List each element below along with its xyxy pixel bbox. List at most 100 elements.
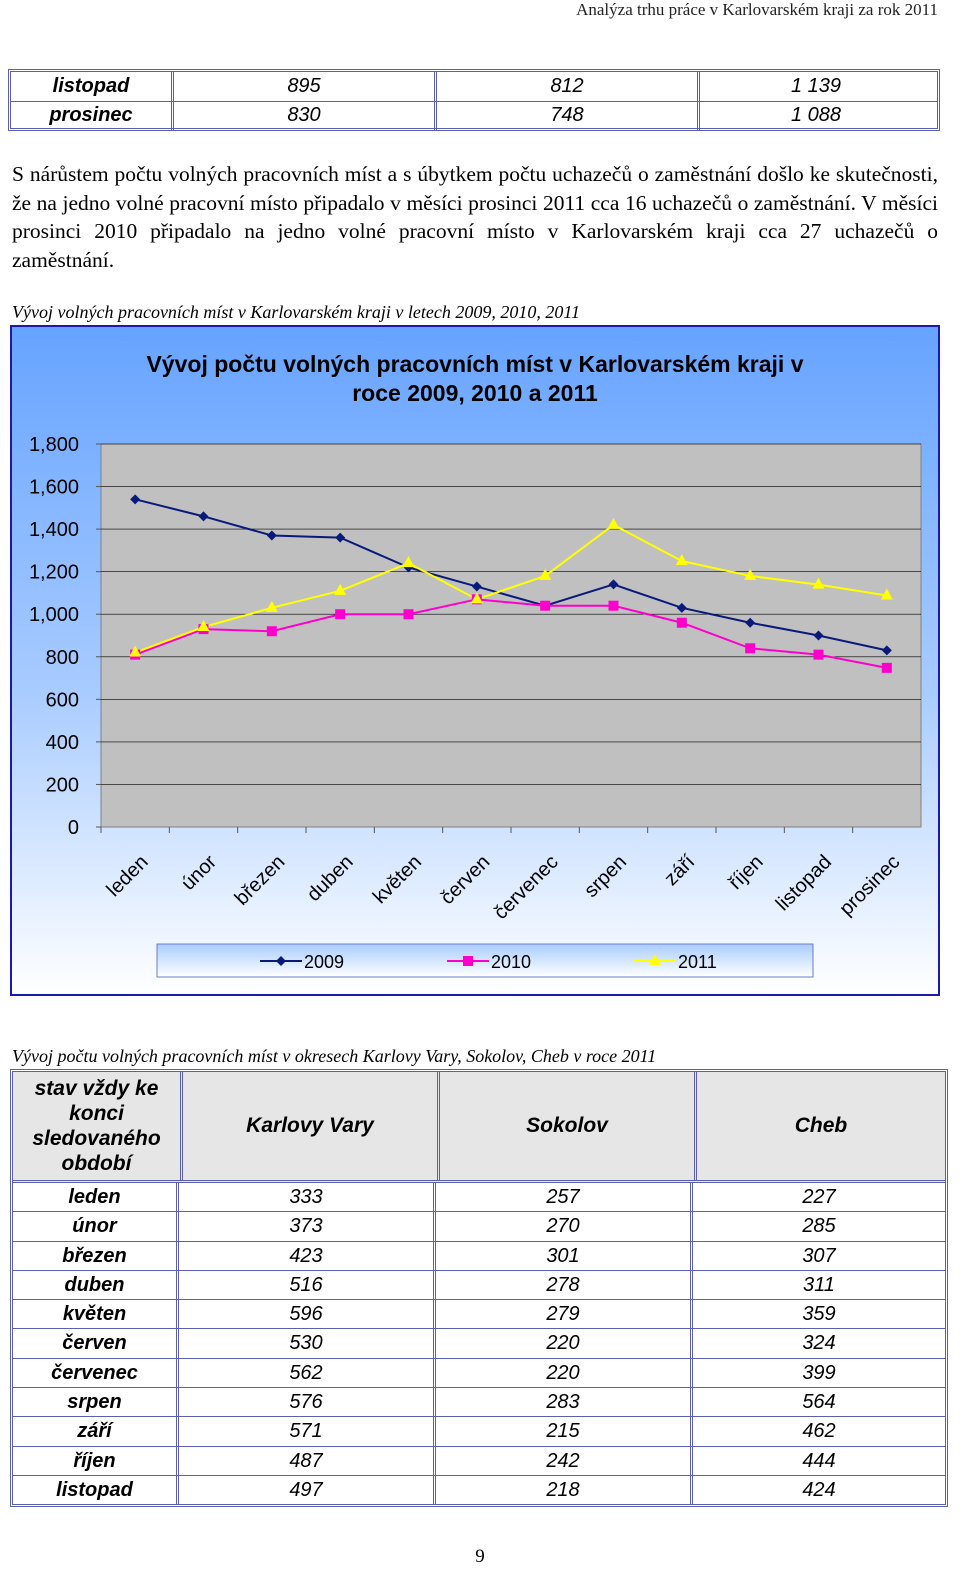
value-cell: 444 xyxy=(802,1449,836,1472)
data-point-2010 xyxy=(813,649,824,660)
table-row: březen 423 301 307 xyxy=(13,1241,945,1271)
value-cell: 227 xyxy=(802,1186,836,1208)
value-cell: 285 xyxy=(802,1215,836,1238)
value-cell: 220 xyxy=(436,1358,693,1388)
data-point-2009 xyxy=(813,630,824,641)
data-point-2011 xyxy=(812,577,825,589)
data-point-2010 xyxy=(540,600,551,611)
table-row: říjen 487 242 444 xyxy=(13,1446,945,1476)
data-point-2009 xyxy=(881,645,892,656)
table-row: srpen 576 283 564 xyxy=(13,1388,945,1418)
value-cell: 1 088 xyxy=(790,104,841,126)
data-point-2009 xyxy=(335,532,346,543)
value-cell: 283 xyxy=(436,1388,693,1417)
value-cell: 218 xyxy=(436,1475,693,1505)
value-cell: 1 139 xyxy=(790,75,841,97)
value-cell: 462 xyxy=(802,1420,836,1443)
value-cell: 530 xyxy=(179,1329,436,1358)
table-row: červenec 562 220 399 xyxy=(13,1358,945,1389)
data-point-2011 xyxy=(334,583,347,595)
month-cell: prosinec xyxy=(11,101,174,130)
data-point-2009 xyxy=(608,579,619,590)
series-line-2009 xyxy=(134,498,888,652)
value-cell: 257 xyxy=(436,1183,693,1212)
y-tick-label: 1,600 xyxy=(29,477,79,499)
value-cell: 562 xyxy=(179,1358,436,1388)
value-cell: 373 xyxy=(179,1212,436,1241)
legend-marker xyxy=(649,954,661,965)
table-row: únor 373 270 285 xyxy=(13,1212,945,1242)
data-point-2011 xyxy=(607,517,620,529)
data-point-2009 xyxy=(198,511,209,522)
district-table: stav vždy ke konci sledovaného období Ka… xyxy=(10,1069,948,1508)
month-cell: říjen xyxy=(13,1446,179,1475)
y-tick-label: 1,800 xyxy=(29,434,79,456)
data-point-2010 xyxy=(608,600,619,611)
series-line-2010 xyxy=(134,598,888,669)
data-point-2011 xyxy=(470,592,483,604)
table-body: leden 333 257 227 únor 373 270 285 březen 423 301 3… xyxy=(13,1183,945,1505)
value-cell: 571 xyxy=(179,1417,436,1446)
page-number: 9 xyxy=(475,1546,485,1567)
legend-marker xyxy=(276,956,286,966)
y-tick-label: 0 xyxy=(68,817,79,839)
value-cell: 242 xyxy=(436,1446,693,1475)
data-point-2011 xyxy=(675,554,688,566)
month-cell: září xyxy=(13,1417,179,1446)
value-cell: 301 xyxy=(436,1241,693,1270)
legend-label: 2010 xyxy=(491,952,531,972)
data-point-2011 xyxy=(744,568,757,580)
value-cell: 497 xyxy=(179,1475,436,1505)
value-cell: 895 xyxy=(174,72,437,101)
table-row: květen 596 279 359 xyxy=(13,1300,945,1330)
data-point-2011 xyxy=(402,556,415,568)
table-row: prosinec 830 748 1 088 xyxy=(11,101,937,130)
body-paragraph: S nárůstem počtu volných pracovních míst… xyxy=(12,162,938,272)
header-cheb: Cheb xyxy=(794,1114,848,1137)
month-cell: listopad xyxy=(11,72,174,101)
data-point-2010 xyxy=(881,662,892,673)
data-point-2010 xyxy=(676,617,687,628)
chart-caption: Vývoj volných pracovních míst v Karlovar… xyxy=(12,302,581,322)
value-cell: 311 xyxy=(803,1273,835,1296)
value-cell: 278 xyxy=(436,1270,693,1300)
data-point-2010 xyxy=(266,626,277,637)
table-header: stav vždy ke konci sledovaného období Ka… xyxy=(13,1072,945,1183)
table-row: červen 530 220 324 xyxy=(13,1329,945,1359)
data-point-2011 xyxy=(539,568,552,580)
running-header: Analýza trhu práce v Karlovarském kraji … xyxy=(576,0,938,19)
value-cell: 215 xyxy=(436,1417,693,1446)
table-row: září 571 215 462 xyxy=(13,1417,945,1447)
table-row: listopad 497 218 424 xyxy=(13,1475,945,1505)
value-cell: 576 xyxy=(179,1388,436,1417)
month-cell: květen xyxy=(13,1300,179,1329)
value-cell: 359 xyxy=(802,1303,836,1326)
y-tick-label: 400 xyxy=(46,732,79,754)
legend-label: 2009 xyxy=(304,952,344,972)
data-point-2011 xyxy=(265,600,278,612)
month-cell: červen xyxy=(13,1329,179,1358)
data-point-2009 xyxy=(130,494,141,505)
legend-label: 2011 xyxy=(678,952,717,972)
header-sokolov: Sokolov xyxy=(440,1072,697,1180)
month-cell: únor xyxy=(13,1212,179,1241)
header-period: stav vždy ke konci sledovaného období xyxy=(13,1072,183,1180)
month-cell: červenec xyxy=(13,1358,179,1388)
data-point-2011 xyxy=(880,588,893,600)
data-point-2010 xyxy=(403,609,414,620)
y-tick-label: 200 xyxy=(46,774,79,796)
y-tick-label: 600 xyxy=(46,689,79,711)
month-cell: duben xyxy=(13,1270,179,1300)
table-row: listopad 895 812 1 139 xyxy=(11,72,937,102)
value-cell: 324 xyxy=(802,1332,836,1355)
value-cell: 748 xyxy=(437,101,700,130)
value-cell: 830 xyxy=(174,101,437,130)
value-cell: 333 xyxy=(179,1183,436,1212)
y-tick-label: 1,400 xyxy=(29,519,79,541)
y-tick-label: 800 xyxy=(46,647,79,669)
value-cell: 423 xyxy=(179,1241,436,1270)
value-cell: 596 xyxy=(179,1300,436,1329)
month-cell: srpen xyxy=(13,1388,179,1417)
legend-marker xyxy=(463,956,473,966)
data-point-2009 xyxy=(745,617,756,628)
